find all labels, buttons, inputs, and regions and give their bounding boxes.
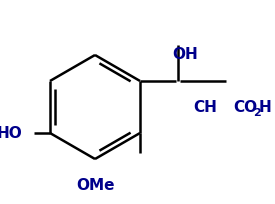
Text: CO: CO bbox=[233, 100, 257, 115]
Text: OH: OH bbox=[172, 47, 198, 62]
Text: H: H bbox=[259, 100, 272, 115]
Text: 2: 2 bbox=[253, 108, 261, 118]
Text: HO: HO bbox=[0, 126, 22, 141]
Text: OMe: OMe bbox=[76, 177, 114, 192]
Text: CH: CH bbox=[193, 100, 217, 115]
